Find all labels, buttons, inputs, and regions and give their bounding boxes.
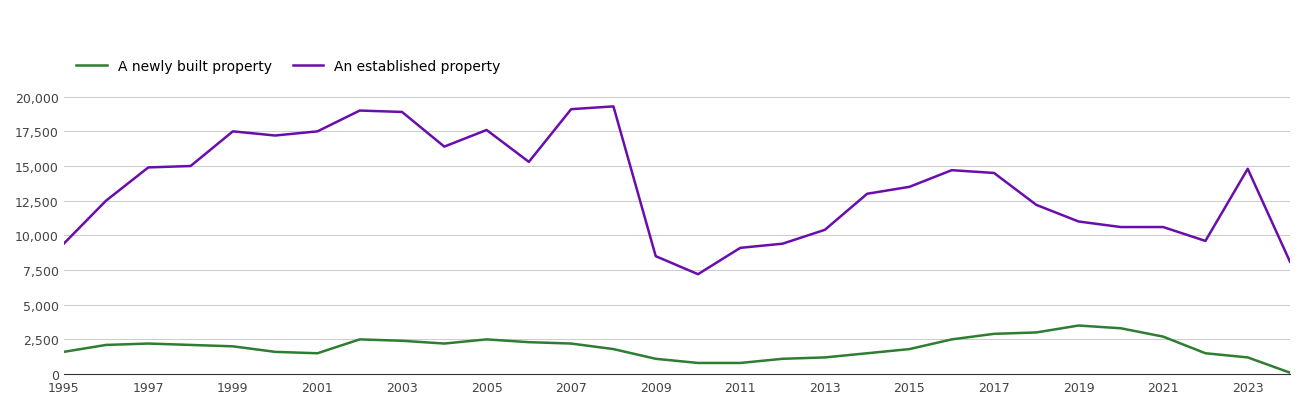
An established property [647,254,663,259]
An established property [732,246,748,251]
A newly built property [1240,355,1255,360]
An established property [564,108,579,112]
A newly built property [1028,330,1044,335]
An established property [1283,260,1298,265]
A newly built property [902,347,917,352]
An established property [1070,220,1086,225]
A newly built property [1113,326,1129,331]
An established property [1155,225,1171,230]
A newly built property [183,343,198,348]
Line: An established property: An established property [64,107,1291,274]
An established property [1028,203,1044,208]
A newly built property [606,347,621,352]
A newly built property [859,351,874,356]
Legend: A newly built property, An established property: A newly built property, An established p… [70,54,506,80]
A newly built property [268,350,283,355]
An established property [436,145,452,150]
An established property [352,109,368,114]
An established property [690,272,706,277]
Line: A newly built property: A newly built property [64,326,1291,373]
A newly built property [309,351,325,356]
A newly built property [647,357,663,362]
A newly built property [141,341,157,346]
A newly built property [732,361,748,366]
An established property [56,242,72,247]
An established property [1198,239,1214,244]
A newly built property [1070,323,1086,328]
An established property [479,128,495,133]
An established property [224,130,240,135]
An established property [521,160,536,165]
A newly built property [1283,370,1298,375]
An established property [98,199,114,204]
A newly built property [690,361,706,366]
A newly built property [944,337,959,342]
A newly built property [987,332,1002,337]
An established property [775,242,791,247]
An established property [902,185,917,190]
A newly built property [521,340,536,345]
A newly built property [352,337,368,342]
An established property [1113,225,1129,230]
An established property [817,228,833,233]
A newly built property [564,341,579,346]
An established property [394,110,410,115]
A newly built property [224,344,240,349]
A newly built property [1198,351,1214,356]
An established property [309,130,325,135]
A newly built property [98,343,114,348]
A newly built property [56,350,72,355]
An established property [141,166,157,171]
An established property [183,164,198,169]
A newly built property [394,339,410,344]
A newly built property [436,341,452,346]
An established property [1240,167,1255,172]
A newly built property [775,357,791,362]
An established property [944,169,959,173]
An established property [606,105,621,110]
An established property [859,192,874,197]
A newly built property [1155,334,1171,339]
An established property [268,134,283,139]
An established property [987,171,1002,176]
A newly built property [817,355,833,360]
A newly built property [479,337,495,342]
